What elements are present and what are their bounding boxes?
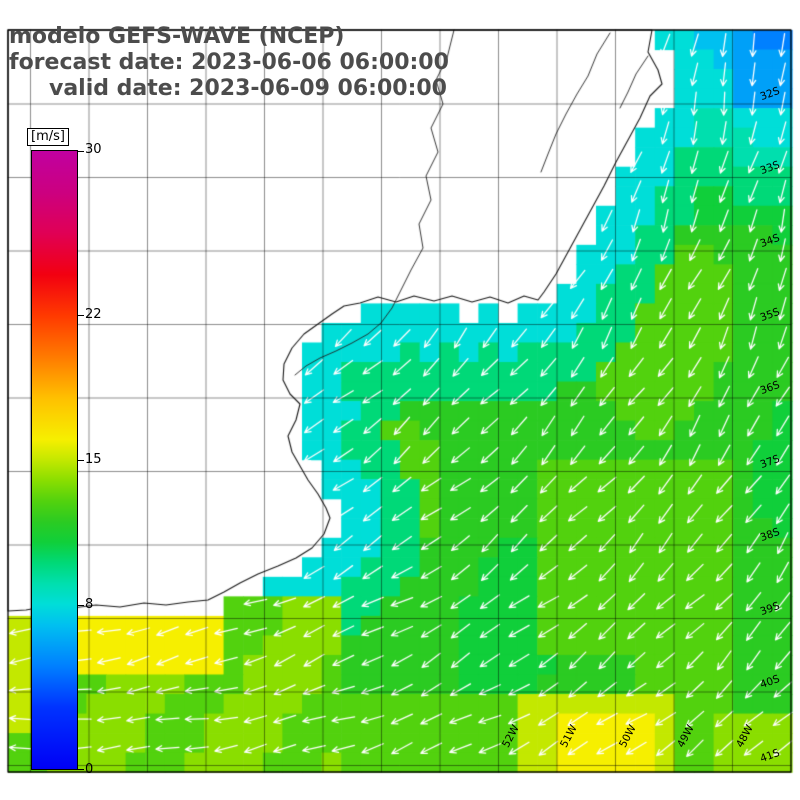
colorbar-tick-22: 22 — [85, 307, 102, 323]
colorbar-tickmark — [78, 151, 84, 152]
colorbar-unit-label: [m/s] — [27, 128, 69, 146]
valid-date-line: valid date: 2023-06-09 06:00:00 — [49, 76, 447, 101]
colorbar-tick-30: 30 — [85, 142, 102, 157]
colorbar-tickmark — [78, 604, 84, 606]
colorbar-tick-15: 15 — [85, 452, 102, 467]
colorbar-tick-8: 8 — [85, 596, 94, 612]
colorbar — [31, 150, 78, 770]
title-block: modelo GEFS-WAVE (NCEP) forecast date: 2… — [9, 24, 449, 102]
colorbar-tickmark — [78, 460, 84, 461]
colorbar-tickmark — [78, 769, 84, 770]
colorbar-tick-0: 0 — [85, 762, 94, 777]
forecast-date-line: forecast date: 2023-06-06 06:00:00 — [9, 50, 449, 75]
model-title: modelo GEFS-WAVE (NCEP) — [9, 24, 345, 49]
colorbar-tickmark — [78, 315, 84, 317]
